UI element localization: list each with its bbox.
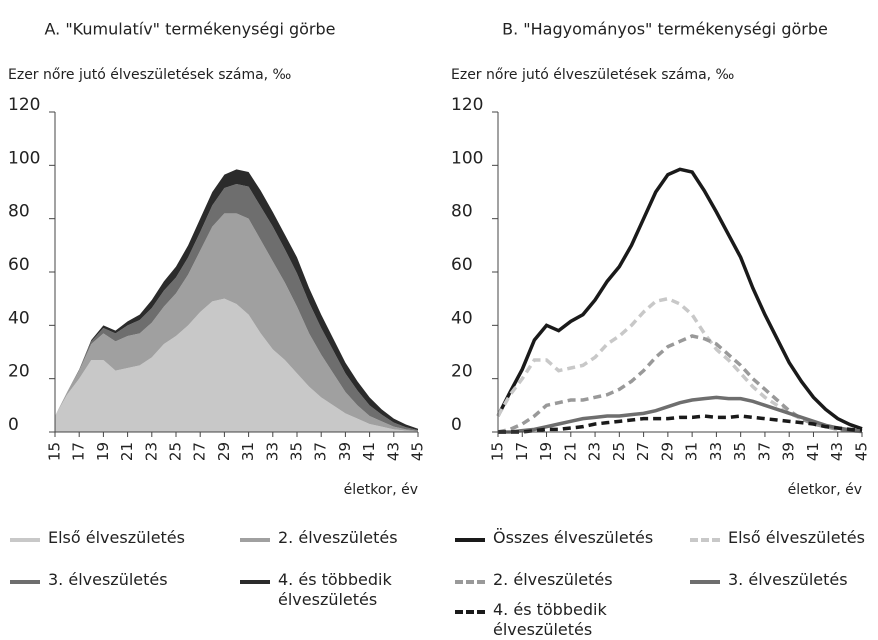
y-tick-label: 80 bbox=[8, 202, 30, 222]
line bbox=[496, 167, 863, 431]
x-tick-label: 15 bbox=[489, 442, 507, 461]
x-tick-label: 31 bbox=[239, 442, 257, 461]
x-tick-label: 35 bbox=[288, 442, 306, 461]
x-tick-label: 43 bbox=[384, 442, 402, 461]
y-tick-label: 40 bbox=[451, 308, 473, 328]
line bbox=[497, 334, 863, 434]
page: {"chart_data": [ {"type": "stacked-area"… bbox=[8, 19, 878, 639]
x-tick-label: 29 bbox=[215, 442, 233, 461]
y-tick-label: 0 bbox=[451, 415, 462, 435]
chart-title: A. "Kumulatív" termékenységi görbe bbox=[44, 20, 335, 39]
legend-label: Összes élveszületés bbox=[493, 528, 654, 547]
legend-swatch bbox=[455, 580, 485, 584]
y-tick-label: 40 bbox=[8, 308, 30, 328]
y-tick-label: 120 bbox=[8, 95, 40, 115]
area bbox=[55, 298, 418, 432]
x-tick-label: 43 bbox=[828, 442, 846, 461]
x-tick-label: 25 bbox=[610, 442, 628, 461]
legend-item: 4. és többedik élveszületés bbox=[455, 600, 695, 640]
legend-item: 2. élveszületés bbox=[455, 570, 695, 590]
x-tick-label: 31 bbox=[683, 442, 701, 461]
y-tick-label: 80 bbox=[451, 202, 473, 222]
x-tick-label: 45 bbox=[853, 442, 871, 461]
legend-label: 4. és többedik élveszületés bbox=[493, 600, 607, 639]
y-tick-label: 20 bbox=[8, 362, 30, 382]
legend-item: 4. és többedik élveszületés bbox=[240, 570, 420, 610]
x-tick-label: 19 bbox=[537, 442, 555, 461]
legend-swatch bbox=[240, 580, 270, 584]
y-tick-label: 60 bbox=[451, 255, 473, 275]
x-tick-label: 35 bbox=[731, 442, 749, 461]
legend-label: 3. élveszületés bbox=[728, 570, 848, 589]
y-axis-label: Ezer nőre jutó élveszületések száma, ‰ bbox=[8, 67, 292, 83]
legend-swatch bbox=[690, 580, 720, 584]
legend-item: Első élveszületés bbox=[10, 528, 250, 548]
legend-swatch bbox=[690, 538, 720, 542]
x-tick-label: 41 bbox=[804, 442, 822, 461]
legend-swatch bbox=[10, 580, 40, 584]
legend-label: 4. és többedik élveszületés bbox=[278, 570, 392, 609]
x-tick-label: 41 bbox=[360, 442, 378, 461]
line bbox=[498, 395, 863, 434]
legend-label: 2. élveszületés bbox=[278, 528, 398, 547]
x-tick-label: 27 bbox=[634, 442, 652, 461]
legend-item: 3. élveszületés bbox=[10, 570, 250, 590]
x-tick-label: 21 bbox=[118, 442, 136, 461]
x-axis-label: életkor, év bbox=[344, 482, 418, 498]
x-tick-label: 25 bbox=[167, 442, 185, 461]
x-tick-label: 19 bbox=[94, 442, 112, 461]
line bbox=[498, 414, 863, 434]
x-tick-label: 37 bbox=[755, 442, 773, 461]
legend-item: Összes élveszületés bbox=[455, 528, 695, 548]
legend-label: Első élveszületés bbox=[728, 528, 865, 547]
x-tick-label: 33 bbox=[263, 442, 281, 461]
y-tick-label: 120 bbox=[451, 95, 483, 115]
legend-swatch bbox=[240, 538, 270, 542]
legend-swatch bbox=[10, 538, 40, 542]
x-tick-label: 33 bbox=[707, 442, 725, 461]
y-tick-label: 100 bbox=[451, 148, 483, 168]
x-tick-label: 37 bbox=[312, 442, 330, 461]
x-tick-label: 17 bbox=[70, 442, 88, 461]
chart-title: B. "Hagyományos" termékenységi görbe bbox=[502, 20, 828, 39]
legend-swatch bbox=[455, 610, 485, 614]
x-tick-label: 21 bbox=[561, 442, 579, 461]
x-axis-label: életkor, év bbox=[788, 482, 862, 498]
legend-item: 3. élveszületés bbox=[690, 570, 878, 590]
x-tick-label: 27 bbox=[191, 442, 209, 461]
area bbox=[55, 213, 418, 432]
y-tick-label: 60 bbox=[8, 255, 30, 275]
legend-item: Első élveszületés bbox=[690, 528, 878, 548]
x-tick-label: 17 bbox=[513, 442, 531, 461]
x-tick-label: 15 bbox=[46, 442, 64, 461]
x-tick-label: 45 bbox=[409, 442, 427, 461]
y-tick-label: 0 bbox=[8, 415, 19, 435]
legend-item: 2. élveszületés bbox=[240, 528, 420, 548]
x-tick-label: 29 bbox=[658, 442, 676, 461]
x-tick-label: 23 bbox=[586, 442, 604, 461]
x-tick-label: 39 bbox=[336, 442, 354, 461]
x-tick-label: 23 bbox=[142, 442, 160, 461]
legend-label: 2. élveszületés bbox=[493, 570, 613, 589]
y-tick-label: 20 bbox=[451, 362, 473, 382]
y-tick-label: 100 bbox=[8, 148, 40, 168]
line bbox=[496, 296, 863, 434]
legend-swatch bbox=[455, 538, 485, 542]
x-tick-label: 39 bbox=[780, 442, 798, 461]
charts: A. "Kumulatív" termékenységi görbe Ezer n… bbox=[8, 20, 871, 499]
legend-label: 3. élveszületés bbox=[48, 570, 168, 589]
legend-label: Első élveszületés bbox=[48, 528, 185, 547]
y-axis-label: Ezer nőre jutó élveszületések száma, ‰ bbox=[451, 67, 735, 83]
